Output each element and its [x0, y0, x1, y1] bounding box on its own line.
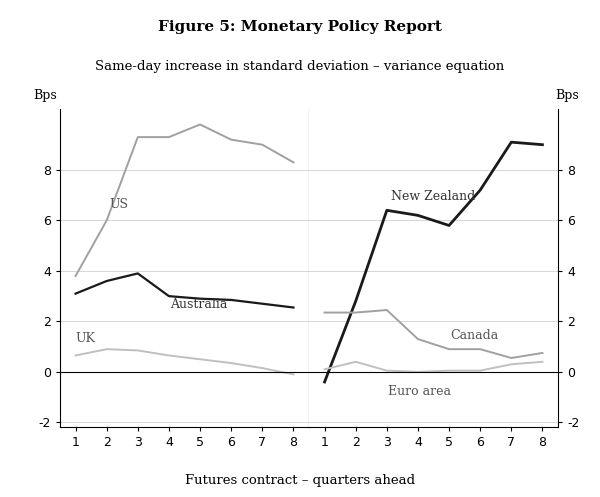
Text: Bps: Bps	[33, 89, 57, 102]
Text: UK: UK	[76, 331, 95, 344]
Text: Figure 5: Monetary Policy Report: Figure 5: Monetary Policy Report	[158, 20, 442, 34]
Text: New Zealand: New Zealand	[391, 190, 476, 203]
Text: Bps: Bps	[555, 89, 579, 102]
Text: Futures contract – quarters ahead: Futures contract – quarters ahead	[185, 474, 415, 487]
Text: Euro area: Euro area	[388, 385, 451, 398]
Text: Australia: Australia	[170, 298, 228, 311]
Text: Same-day increase in standard deviation – variance equation: Same-day increase in standard deviation …	[95, 60, 505, 73]
Text: US: US	[110, 198, 129, 211]
Text: Canada: Canada	[451, 329, 499, 342]
